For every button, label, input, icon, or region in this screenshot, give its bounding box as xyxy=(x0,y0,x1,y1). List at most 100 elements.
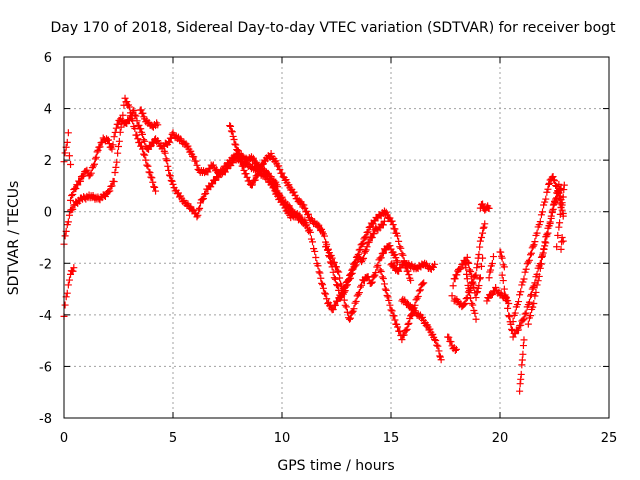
data-point xyxy=(426,325,434,333)
x-tick-label: 10 xyxy=(274,431,291,446)
data-point xyxy=(219,166,227,174)
data-point xyxy=(504,304,512,312)
data-point xyxy=(463,270,471,278)
data-point xyxy=(112,124,120,132)
data-point xyxy=(114,120,122,128)
data-point xyxy=(498,271,506,279)
data-point xyxy=(136,138,144,146)
x-tick-label: 0 xyxy=(60,431,68,446)
data-point xyxy=(522,309,530,317)
data-point xyxy=(479,224,487,232)
data-point xyxy=(393,257,401,265)
data-point xyxy=(380,280,388,288)
data-point xyxy=(362,233,370,241)
data-point xyxy=(248,181,256,189)
data-point xyxy=(342,303,350,311)
data-point xyxy=(351,259,359,267)
data-point xyxy=(350,305,358,313)
data-point xyxy=(146,142,154,150)
data-point xyxy=(140,136,148,144)
data-point xyxy=(520,315,528,323)
data-point xyxy=(473,264,481,272)
data-point xyxy=(535,221,543,229)
data-point xyxy=(535,272,543,280)
data-point xyxy=(196,204,204,212)
grid xyxy=(64,57,609,418)
data-point xyxy=(303,221,311,229)
data-point xyxy=(341,283,349,291)
data-point xyxy=(558,199,566,207)
data-point xyxy=(541,238,549,246)
data-point xyxy=(330,259,338,267)
data-point xyxy=(465,284,473,292)
data-point xyxy=(315,268,323,276)
data-point xyxy=(485,204,493,212)
data-point xyxy=(364,228,372,236)
data-point xyxy=(525,298,533,306)
data-point xyxy=(418,313,426,321)
data-point xyxy=(476,275,484,283)
data-point xyxy=(476,274,484,282)
data-point xyxy=(469,278,477,286)
data-point xyxy=(462,264,470,272)
data-point xyxy=(471,272,479,280)
data-point xyxy=(227,122,235,130)
data-point xyxy=(543,230,551,238)
data-point xyxy=(193,213,201,221)
data-point xyxy=(551,177,558,185)
data-point xyxy=(356,245,364,253)
data-point xyxy=(396,243,404,251)
y-tick-label: -8 xyxy=(39,412,52,427)
data-point xyxy=(278,169,286,177)
data-point xyxy=(517,288,525,296)
data-point xyxy=(524,320,532,328)
data-point xyxy=(184,142,192,150)
data-point xyxy=(539,208,547,216)
data-point xyxy=(333,281,340,289)
data-point xyxy=(365,223,373,231)
data-point xyxy=(542,195,550,203)
data-point xyxy=(290,188,298,196)
data-point xyxy=(475,282,483,290)
data-point xyxy=(527,251,535,259)
data-point xyxy=(93,148,101,156)
y-tick-label: -4 xyxy=(39,309,52,324)
data-point xyxy=(333,263,340,271)
data-point xyxy=(387,306,395,314)
data-point xyxy=(130,106,138,114)
data-point xyxy=(363,228,371,236)
data-point xyxy=(420,279,428,287)
data-point xyxy=(500,263,508,271)
data-point xyxy=(165,166,173,174)
data-point xyxy=(168,177,176,185)
data-point xyxy=(515,298,523,306)
data-point xyxy=(107,182,115,190)
x-tick-labels: 0 5 10 15 20 25 xyxy=(60,431,617,446)
data-point xyxy=(192,157,200,165)
data-point xyxy=(415,287,423,295)
data-point xyxy=(347,270,355,278)
data-point xyxy=(468,300,476,308)
data-point xyxy=(346,315,354,323)
data-point xyxy=(354,251,362,259)
data-point xyxy=(541,198,549,206)
data-point xyxy=(391,225,399,233)
data-point xyxy=(533,281,541,289)
data-point xyxy=(460,301,468,309)
data-point xyxy=(536,264,544,272)
data-point xyxy=(323,295,331,303)
data-point xyxy=(65,152,73,160)
data-point xyxy=(472,315,480,323)
data-point xyxy=(163,157,171,165)
data-point xyxy=(355,246,363,254)
data-point xyxy=(166,172,174,180)
data-point xyxy=(476,237,484,245)
data-point xyxy=(164,162,172,170)
data-point xyxy=(339,290,347,298)
data-point xyxy=(530,282,538,290)
y-tick-label: 2 xyxy=(44,154,52,169)
data-point xyxy=(351,299,359,307)
data-point xyxy=(380,217,388,225)
data-point xyxy=(253,172,261,180)
data-point xyxy=(145,168,153,176)
